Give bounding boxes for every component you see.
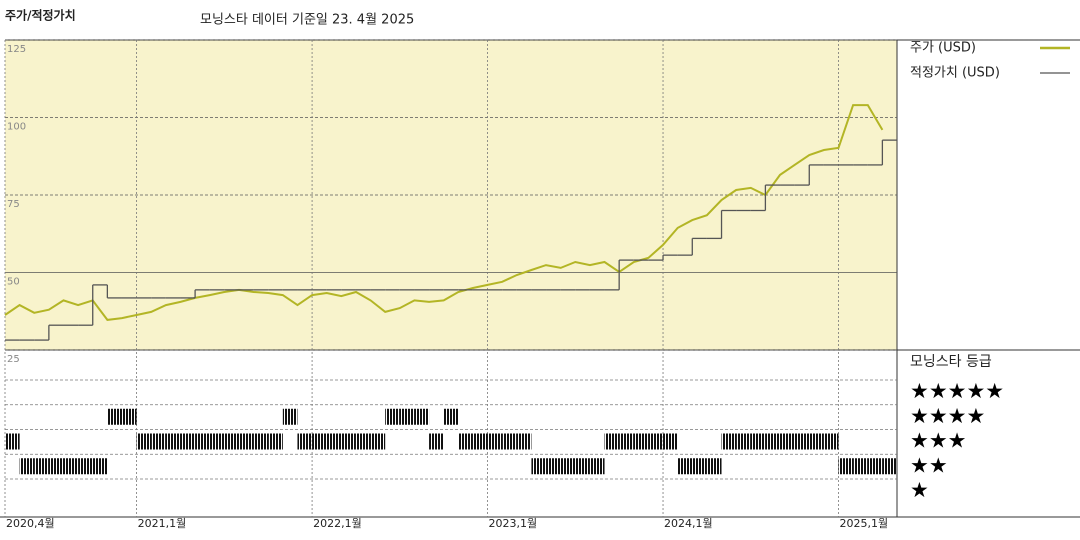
rating-bar xyxy=(721,433,737,450)
rating-bar xyxy=(809,433,824,450)
chart-subtitle: 모닝스타 데이터 기준일 23. 4월 2025 xyxy=(200,13,414,28)
x-tick-label: 2020,4월 xyxy=(6,517,55,530)
rating-bar xyxy=(385,408,400,425)
rating-bar xyxy=(268,433,283,450)
rating-bar xyxy=(619,433,634,450)
rating-bar xyxy=(765,433,781,450)
rating-bar xyxy=(253,433,269,450)
rating-bar xyxy=(750,433,766,450)
rating-bar xyxy=(692,458,707,475)
rating-bar xyxy=(92,458,108,475)
rating-bar xyxy=(370,433,386,450)
rating-bar xyxy=(516,433,532,450)
rating-bar xyxy=(794,433,810,450)
y-tick-label: 50 xyxy=(7,277,20,288)
rating-bar xyxy=(297,433,313,450)
y-tick-label: 100 xyxy=(7,122,26,133)
rating-bar xyxy=(867,458,883,475)
rating-bar xyxy=(531,458,547,475)
rating-bar xyxy=(633,433,649,450)
rating-label: ★ xyxy=(910,478,929,502)
rating-label: ★★★★ xyxy=(910,404,985,428)
rating-bar xyxy=(882,458,897,475)
rating-bar xyxy=(107,408,122,425)
rating-bar xyxy=(677,458,693,475)
rating-bar xyxy=(546,458,561,475)
rating-bar xyxy=(472,433,488,450)
x-tick-label: 2025,1월 xyxy=(840,517,889,530)
rating-bar xyxy=(780,433,795,450)
rating-bar xyxy=(458,433,473,450)
rating-bar xyxy=(136,433,152,450)
rating-bar xyxy=(341,433,356,450)
rating-bar xyxy=(736,433,751,450)
rating-bar xyxy=(195,433,210,450)
rating-bar xyxy=(63,458,79,475)
chart-title: 주가/적정가치 xyxy=(5,8,76,23)
rating-bar xyxy=(838,458,854,475)
y-tick-label: 125 xyxy=(7,44,26,55)
rating-bar xyxy=(414,408,430,425)
legend-label: 주가 (USD) xyxy=(910,41,976,56)
rating-bar xyxy=(502,433,517,450)
rating-bar xyxy=(560,458,576,475)
rating-bar xyxy=(487,433,503,450)
x-tick-label: 2023,1월 xyxy=(489,517,538,530)
rating-bar xyxy=(575,458,590,475)
price-line xyxy=(4,104,884,321)
rating-bar xyxy=(19,458,35,475)
rating-bar xyxy=(326,433,342,450)
rating-bar xyxy=(151,433,166,450)
x-tick-label: 2024,1월 xyxy=(664,517,713,530)
rating-bar xyxy=(224,433,239,450)
rating-bar xyxy=(604,433,620,450)
rating-bar xyxy=(443,408,459,425)
rating-bar xyxy=(238,433,254,450)
x-tick-label: 2022,1월 xyxy=(313,517,362,530)
y-tick-label: 25 xyxy=(7,354,20,365)
legend-label: 적정가치 (USD) xyxy=(910,66,1000,81)
x-tick-label: 2021,1월 xyxy=(138,517,187,530)
rating-bar xyxy=(648,433,664,450)
rating-bar xyxy=(209,433,225,450)
y-tick-label: 75 xyxy=(7,199,20,210)
rating-bar xyxy=(34,458,49,475)
rating-bar xyxy=(5,433,20,450)
rating-bar xyxy=(48,458,64,475)
rating-bar xyxy=(589,458,605,475)
rating-bar xyxy=(121,408,137,425)
rating-bar xyxy=(312,433,327,450)
rating-bar xyxy=(165,433,181,450)
rating-bar xyxy=(355,433,371,450)
ratings-title: 모닝스타 등급 xyxy=(910,354,992,370)
rating-bar xyxy=(78,458,93,475)
rating-bar xyxy=(180,433,196,450)
rating-label: ★★ xyxy=(910,453,948,477)
rating-bar xyxy=(429,433,444,450)
rating-bar xyxy=(282,408,298,425)
rating-bar xyxy=(706,458,722,475)
rating-label: ★★★ xyxy=(910,429,966,453)
rating-bar xyxy=(823,433,839,450)
rating-bar xyxy=(399,408,415,425)
rating-bar xyxy=(853,458,868,475)
rating-bar xyxy=(663,433,678,450)
rating-label: ★★★★★ xyxy=(910,379,1004,403)
